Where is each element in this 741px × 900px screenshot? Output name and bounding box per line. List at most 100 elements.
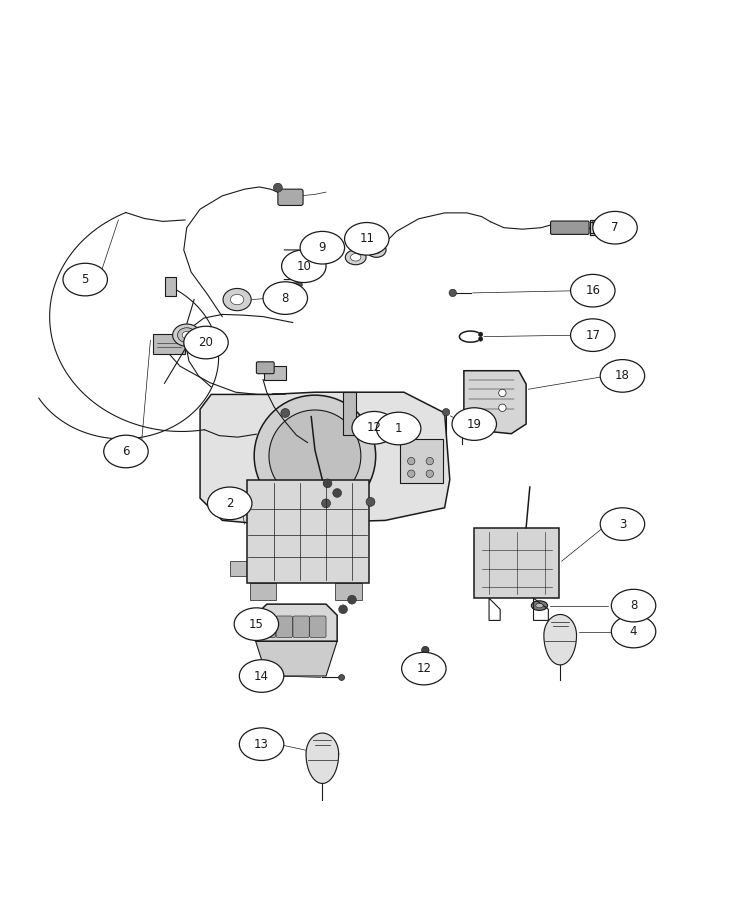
FancyBboxPatch shape — [343, 392, 356, 436]
Text: 7: 7 — [611, 221, 619, 234]
Text: 2: 2 — [226, 497, 233, 510]
Ellipse shape — [184, 327, 228, 359]
Circle shape — [322, 499, 330, 508]
Ellipse shape — [182, 331, 191, 339]
Ellipse shape — [536, 603, 543, 608]
Text: 13: 13 — [254, 738, 269, 751]
Circle shape — [358, 418, 365, 426]
Text: 6: 6 — [122, 445, 130, 458]
Ellipse shape — [282, 289, 296, 301]
Text: 15: 15 — [249, 617, 264, 631]
Text: 3: 3 — [619, 518, 626, 531]
Ellipse shape — [571, 319, 615, 351]
FancyBboxPatch shape — [264, 366, 286, 380]
Ellipse shape — [611, 590, 656, 622]
Text: 8: 8 — [630, 599, 637, 612]
Circle shape — [449, 289, 456, 297]
Circle shape — [333, 489, 342, 498]
Ellipse shape — [571, 274, 615, 307]
Circle shape — [422, 646, 429, 653]
Ellipse shape — [300, 231, 345, 264]
FancyBboxPatch shape — [256, 362, 274, 374]
Ellipse shape — [234, 608, 279, 641]
Circle shape — [281, 409, 290, 418]
Circle shape — [479, 332, 483, 337]
Polygon shape — [464, 371, 526, 434]
Ellipse shape — [178, 328, 196, 343]
Ellipse shape — [593, 212, 637, 244]
Ellipse shape — [367, 242, 386, 257]
Text: 18: 18 — [615, 369, 630, 382]
Ellipse shape — [376, 412, 421, 445]
Circle shape — [479, 337, 483, 341]
Polygon shape — [200, 392, 450, 524]
Circle shape — [269, 410, 361, 502]
Text: 16: 16 — [585, 284, 600, 297]
FancyBboxPatch shape — [259, 616, 276, 637]
Text: 20: 20 — [199, 336, 213, 349]
Ellipse shape — [531, 601, 548, 610]
Circle shape — [366, 498, 375, 507]
Ellipse shape — [230, 294, 244, 305]
Ellipse shape — [173, 324, 201, 346]
Text: 19: 19 — [467, 418, 482, 430]
Circle shape — [426, 457, 433, 464]
Circle shape — [408, 470, 415, 477]
Polygon shape — [306, 734, 339, 783]
FancyBboxPatch shape — [400, 439, 443, 483]
Circle shape — [442, 409, 450, 416]
Circle shape — [295, 281, 302, 289]
Text: 4: 4 — [630, 625, 637, 638]
Circle shape — [499, 389, 506, 397]
Ellipse shape — [263, 282, 308, 314]
Text: 1: 1 — [395, 422, 402, 435]
Circle shape — [339, 674, 345, 680]
Text: 8: 8 — [282, 292, 289, 304]
Text: 5: 5 — [82, 273, 89, 286]
Circle shape — [408, 457, 415, 464]
Polygon shape — [230, 562, 247, 576]
Ellipse shape — [63, 264, 107, 296]
Text: 11: 11 — [359, 232, 374, 246]
FancyBboxPatch shape — [551, 221, 589, 234]
FancyBboxPatch shape — [165, 277, 176, 296]
Polygon shape — [544, 615, 576, 665]
Ellipse shape — [104, 436, 148, 468]
FancyBboxPatch shape — [293, 616, 309, 637]
Polygon shape — [256, 641, 337, 676]
Ellipse shape — [275, 284, 303, 305]
Ellipse shape — [600, 360, 645, 392]
Text: 10: 10 — [296, 260, 311, 273]
Text: 12: 12 — [416, 662, 431, 675]
Text: 17: 17 — [585, 328, 600, 342]
Polygon shape — [590, 220, 614, 235]
Circle shape — [426, 470, 433, 477]
Ellipse shape — [345, 222, 389, 255]
Circle shape — [499, 404, 506, 411]
Ellipse shape — [239, 728, 284, 760]
Ellipse shape — [600, 508, 645, 540]
Ellipse shape — [350, 254, 361, 261]
Circle shape — [339, 605, 348, 614]
Ellipse shape — [223, 289, 251, 310]
Circle shape — [323, 479, 332, 488]
Circle shape — [459, 418, 465, 425]
FancyBboxPatch shape — [276, 616, 293, 637]
Circle shape — [388, 414, 394, 420]
Ellipse shape — [611, 616, 656, 648]
Polygon shape — [335, 583, 362, 600]
Polygon shape — [250, 583, 276, 600]
FancyBboxPatch shape — [247, 480, 369, 583]
Ellipse shape — [282, 250, 326, 283]
Ellipse shape — [402, 652, 446, 685]
Text: 9: 9 — [319, 241, 326, 254]
Ellipse shape — [207, 487, 252, 519]
Circle shape — [254, 395, 376, 517]
Polygon shape — [256, 604, 337, 641]
Ellipse shape — [372, 247, 381, 254]
Text: 12: 12 — [367, 421, 382, 435]
Ellipse shape — [239, 660, 284, 692]
Circle shape — [348, 595, 356, 604]
FancyBboxPatch shape — [153, 335, 185, 354]
Circle shape — [273, 184, 282, 192]
